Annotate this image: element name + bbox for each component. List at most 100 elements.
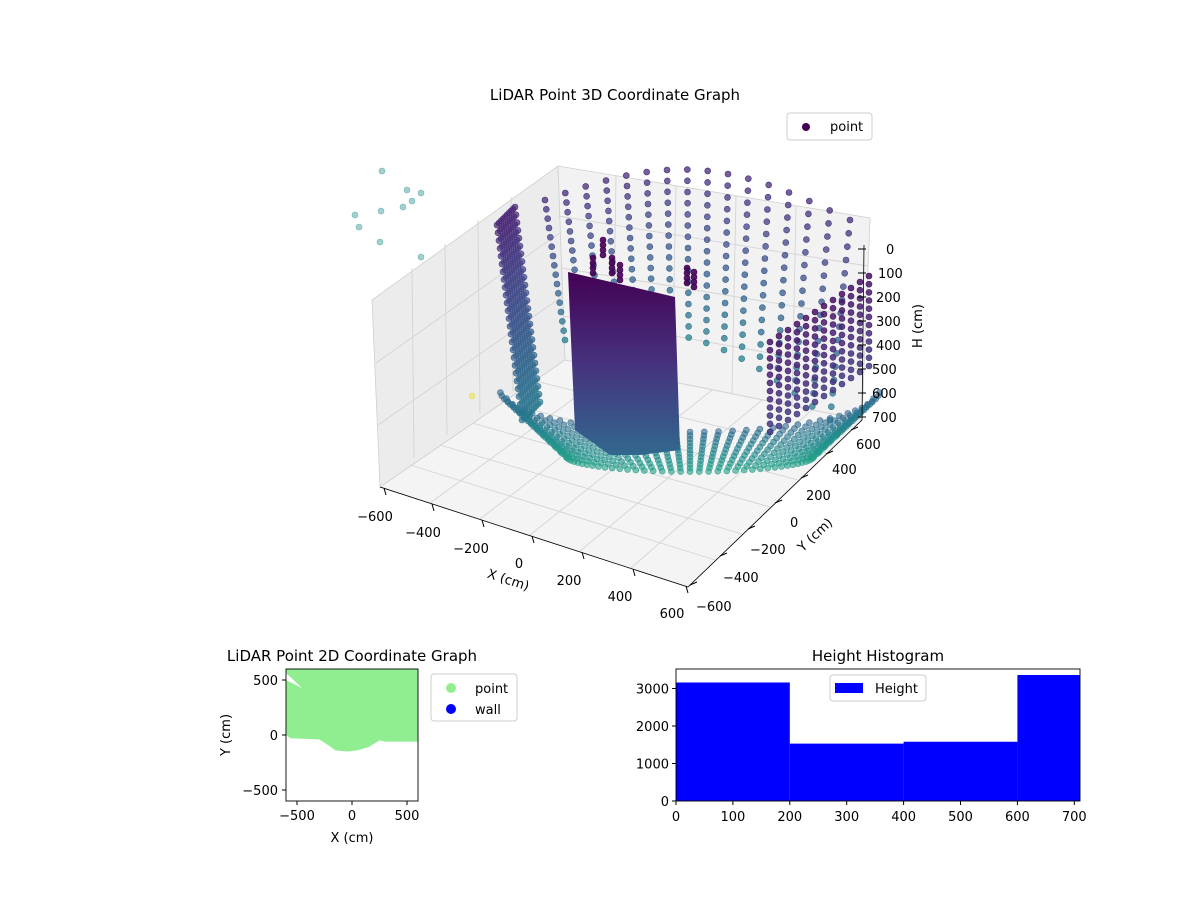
- point-marker: [739, 319, 747, 327]
- point-marker: [521, 281, 529, 289]
- point-marker: [703, 282, 711, 289]
- point-marker: [820, 272, 828, 280]
- point-marker: [645, 222, 653, 229]
- point-marker: [740, 307, 747, 315]
- point-marker: [738, 355, 746, 363]
- point-marker: [784, 201, 792, 209]
- point-marker: [568, 247, 576, 254]
- point-marker: [856, 286, 864, 294]
- point-marker: [847, 309, 855, 316]
- point-marker: [520, 273, 528, 281]
- point-marker: [838, 347, 846, 355]
- point-marker: [762, 230, 770, 238]
- point-marker: [558, 317, 566, 325]
- point-marker: [787, 440, 794, 447]
- point-marker: [531, 359, 539, 367]
- point-marker: [541, 196, 549, 204]
- point-marker: [856, 360, 864, 368]
- point-marker: [722, 276, 729, 283]
- point-marker: [685, 300, 692, 308]
- point-marker: [793, 328, 801, 336]
- point-marker: [819, 285, 827, 293]
- point-marker: [865, 297, 873, 304]
- point-marker: [647, 275, 655, 283]
- x-tick-label: −400: [405, 526, 441, 541]
- point-marker: [816, 447, 824, 455]
- y-tick-label: 400: [832, 463, 857, 478]
- point-marker: [829, 321, 837, 328]
- point-marker: [741, 259, 749, 267]
- x-tick-label: −200: [453, 542, 489, 557]
- point-marker: [556, 299, 564, 307]
- point-marker: [744, 175, 752, 182]
- y-axis-line: [687, 419, 863, 588]
- point-marker: [668, 468, 675, 475]
- y-axis-label-2d: Y (cm): [219, 714, 234, 757]
- point-cloud-3d: [351, 166, 883, 475]
- point-marker: [703, 328, 710, 335]
- point-marker: [811, 308, 819, 316]
- point-marker: [742, 247, 750, 254]
- point-marker: [802, 404, 810, 412]
- point-marker: [784, 375, 792, 383]
- point-marker: [784, 392, 792, 399]
- point-marker: [649, 467, 657, 475]
- point-marker: [643, 179, 651, 186]
- point-marker: [766, 346, 774, 354]
- point-marker: [820, 302, 828, 310]
- point-marker: [570, 256, 577, 264]
- point-marker: [783, 226, 790, 234]
- point-marker: [683, 279, 691, 287]
- point-marker: [658, 467, 666, 475]
- histogram-ticks: 0 100 200 300 400 500 600 700 0 1000 2000 3000: [636, 683, 1087, 826]
- point-marker: [766, 371, 774, 379]
- point-marker: [802, 380, 810, 387]
- point-marker: [616, 276, 624, 284]
- point-marker: [606, 227, 614, 235]
- point-marker: [685, 323, 692, 330]
- z-tick-label: 700: [872, 411, 897, 426]
- point-marker: [616, 465, 624, 473]
- y-axis-label-3d: Y (cm): [794, 516, 836, 556]
- point-marker: [549, 252, 557, 260]
- point-marker: [677, 468, 685, 475]
- point-marker: [741, 271, 749, 279]
- chart-3d: LiDAR Point 3D Coordinate Graph: [351, 86, 926, 622]
- point-marker: [666, 286, 674, 294]
- legend-marker-point: [446, 683, 456, 693]
- point-marker: [829, 370, 837, 377]
- point-marker: [825, 220, 832, 227]
- point-marker: [766, 338, 774, 346]
- point-marker: [816, 417, 824, 424]
- point-marker: [703, 270, 711, 278]
- x-axis-label-2d: X (cm): [331, 831, 374, 846]
- point-marker: [666, 265, 673, 272]
- point-marker: [766, 387, 774, 395]
- point-marker: [704, 190, 711, 198]
- point-marker: [644, 200, 652, 208]
- point-marker: [856, 311, 864, 319]
- x-tick-label: 0: [672, 810, 680, 825]
- point-marker: [744, 199, 751, 206]
- point-marker: [793, 394, 801, 401]
- x-tick-label: 600: [1005, 810, 1030, 825]
- point-marker: [763, 218, 771, 225]
- point-marker: [704, 202, 711, 209]
- point-marker: [625, 213, 633, 221]
- point-marker: [775, 381, 783, 389]
- point-marker: [761, 255, 769, 262]
- point-marker: [684, 244, 692, 252]
- histogram-bar: [676, 682, 790, 801]
- point-marker: [740, 295, 748, 303]
- point-marker: [567, 237, 575, 245]
- point-marker: [646, 243, 654, 250]
- point-marker: [802, 423, 809, 431]
- point-marker: [599, 251, 607, 259]
- point-marker: [378, 167, 386, 175]
- point-marker: [779, 289, 786, 297]
- point-marker: [802, 339, 810, 346]
- histogram-bar: [903, 741, 1018, 801]
- z-tick-label: 500: [872, 363, 897, 378]
- point-marker: [766, 428, 774, 436]
- point-marker: [759, 304, 766, 311]
